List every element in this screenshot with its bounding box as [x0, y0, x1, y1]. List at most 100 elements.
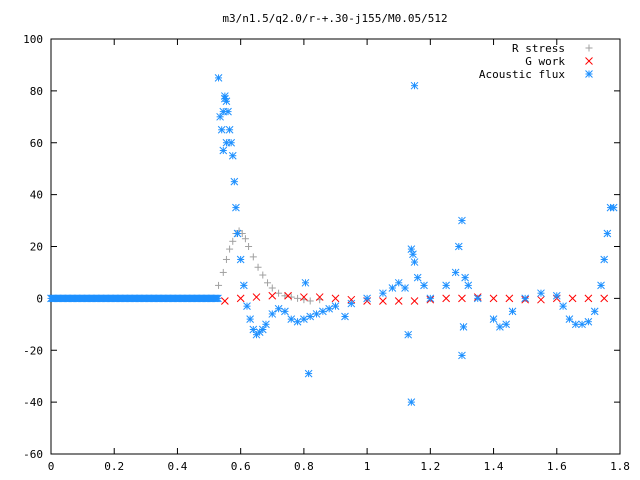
g-work-point — [394, 297, 403, 305]
acoustic-flux-point — [410, 81, 419, 90]
r-stress-point — [245, 243, 253, 250]
r-stress-point — [264, 279, 272, 287]
acoustic-flux-point — [413, 273, 422, 282]
g-work-point — [268, 291, 277, 300]
series-layer — [47, 74, 618, 406]
acoustic-flux-point — [401, 284, 409, 292]
acoustic-flux-point — [584, 317, 593, 326]
acoustic-flux-point — [404, 330, 413, 339]
r-stress-point — [268, 284, 276, 292]
legend-label: Acoustic flux — [479, 68, 565, 81]
acoustic-flux-point — [508, 307, 517, 316]
acoustic-flux-point — [221, 94, 229, 103]
r-stress-point — [306, 297, 314, 305]
acoustic-flux-point — [281, 307, 289, 316]
acoustic-flux-point — [225, 125, 234, 134]
acoustic-flux-point — [287, 315, 296, 323]
x-tick-label: 0.2 — [104, 460, 124, 473]
acoustic-flux-point — [243, 302, 251, 311]
y-tick-label: 40 — [30, 189, 43, 202]
acoustic-flux-point — [409, 250, 417, 259]
acoustic-flux-point — [461, 273, 469, 282]
g-work-point — [284, 291, 292, 300]
acoustic-flux-point — [233, 229, 242, 238]
r-stress-point — [222, 255, 230, 263]
series-acoustic-flux — [214, 74, 618, 406]
acoustic-flux-point — [565, 315, 574, 323]
y-tick-label: 100 — [23, 33, 43, 46]
g-work-point — [379, 297, 387, 305]
r-stress-point — [215, 281, 223, 289]
acoustic-flux-point — [219, 146, 228, 155]
y-axis: -60 -40 -20 0 20 40 60 80 100 — [23, 33, 620, 461]
g-work-point — [300, 293, 308, 301]
y-tick-label: -60 — [23, 448, 43, 461]
acoustic-flux-point — [236, 255, 245, 264]
acoustic-flux-point — [502, 320, 511, 329]
y-tick-label: 0 — [36, 292, 43, 305]
g-work-point — [442, 294, 450, 303]
acoustic-flux-point — [442, 281, 450, 290]
acoustic-flux-point — [222, 138, 231, 147]
x-tick-label: 1.4 — [484, 460, 504, 473]
y-tick-label: 60 — [30, 137, 43, 150]
y-tick-label: -40 — [23, 396, 43, 409]
acoustic-flux-point — [489, 315, 498, 323]
acoustic-flux-point — [228, 151, 237, 160]
r-stress-point — [229, 237, 237, 245]
g-work-point — [505, 294, 514, 303]
x-tick-label: 0.6 — [231, 460, 251, 473]
g-work-point — [252, 293, 261, 301]
acoustic-flux-point — [559, 302, 567, 311]
acoustic-flux-point — [325, 304, 334, 313]
legend-marker — [585, 44, 593, 52]
acoustic-flux-point — [331, 302, 340, 311]
acoustic-flux-point — [451, 268, 460, 277]
acoustic-flux-point — [552, 291, 561, 300]
g-work-point — [568, 294, 577, 303]
x-tick-label: 0.8 — [294, 460, 314, 473]
acoustic-flux-point — [407, 245, 416, 253]
acoustic-flux-point — [232, 203, 240, 212]
legend-label: G work — [525, 55, 565, 68]
x-axis: 0 0.2 0.4 0.6 0.8 1 1.2 1.4 1.6 1.8 — [48, 39, 630, 473]
acoustic-flux-point — [214, 74, 223, 82]
g-work-point — [347, 295, 356, 304]
acoustic-flux-point — [578, 320, 586, 329]
series-g-work — [221, 291, 609, 305]
r-stress-point — [294, 294, 302, 302]
g-work-point — [315, 293, 324, 301]
acoustic-flux-point — [341, 312, 349, 321]
x-tick-label: 1.2 — [420, 460, 440, 473]
acoustic-flux-point — [388, 284, 397, 292]
acoustic-flux-point — [459, 323, 468, 331]
acoustic-flux-point — [239, 281, 248, 290]
acoustic-flux-point — [571, 320, 580, 329]
g-work-point — [600, 294, 609, 303]
acoustic-flux-point — [246, 315, 255, 323]
acoustic-flux-point — [306, 312, 315, 321]
acoustic-flux-point — [420, 281, 428, 290]
acoustic-flux-point — [217, 125, 226, 134]
acoustic-flux-point — [537, 289, 545, 298]
chart-title: m3/n1.5/q2.0/r-+.30-j155/M0.05/512 — [222, 12, 447, 25]
x-tick-label: 0.4 — [168, 460, 188, 473]
legend-marker — [585, 70, 593, 78]
acoustic-flux-point — [407, 398, 416, 406]
acoustic-flux-point — [473, 294, 482, 303]
acoustic-flux-point — [363, 294, 371, 303]
acoustic-flux-point — [268, 310, 277, 318]
acoustic-flux-point — [600, 255, 609, 264]
r-stress-point — [281, 292, 289, 300]
y-tick-label: 80 — [30, 85, 43, 98]
g-work-point — [331, 294, 340, 303]
plot-frame — [50, 38, 621, 455]
acoustic-flux-point — [597, 281, 605, 290]
g-work-point — [236, 294, 245, 303]
acoustic-flux-point — [262, 320, 270, 329]
acoustic-flux-point — [394, 278, 403, 287]
acoustic-flux-point — [312, 310, 321, 318]
y-tick-label: -20 — [23, 344, 43, 357]
